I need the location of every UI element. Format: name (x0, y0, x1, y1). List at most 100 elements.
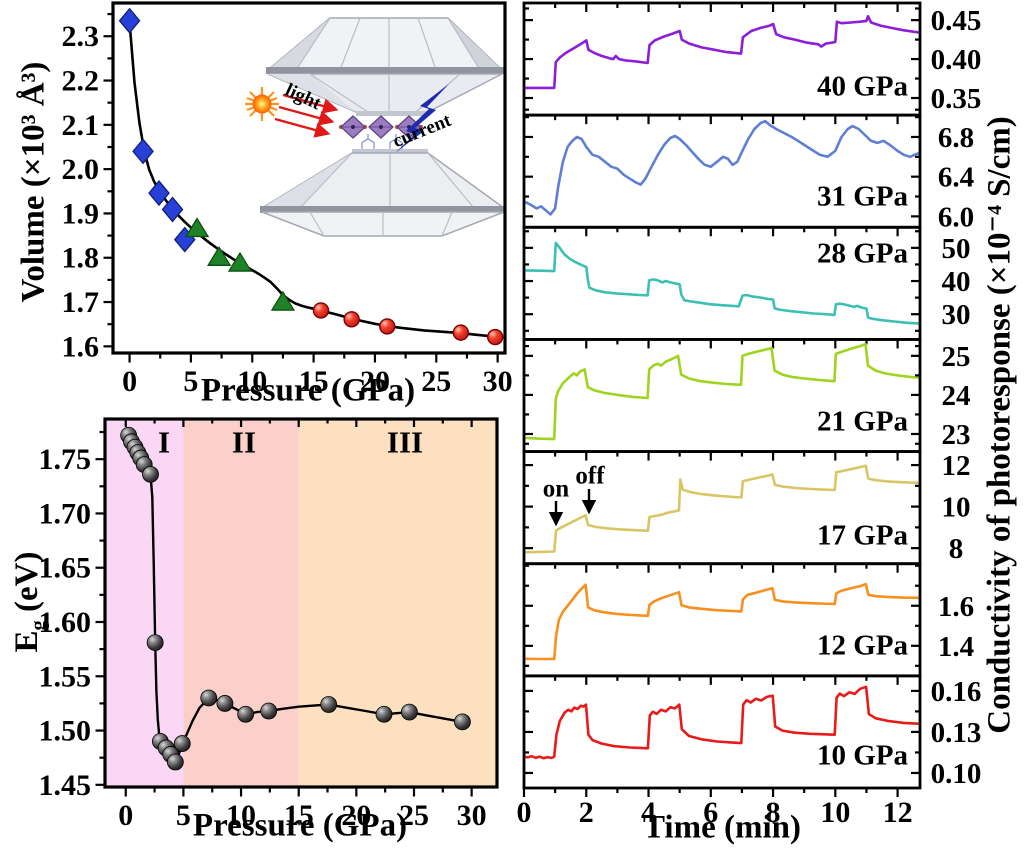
phase-region-2 (183, 419, 299, 787)
svg-text:6.8: 6.8 (938, 122, 974, 154)
phase-region-label-2: II (231, 424, 257, 460)
svg-text:1.9: 1.9 (62, 197, 100, 230)
volume-pressure-chart: 0 5 10 15 20 25 30 1.6 1.7 1.8 1.9 2.0 2.1 2.2 2.3 (62, 1, 512, 398)
svg-text:10: 10 (237, 365, 267, 398)
panel-21-gpa: 23 24 25 (522, 338, 971, 461)
svg-text:8: 8 (766, 796, 781, 829)
svg-text:30: 30 (457, 799, 487, 832)
svg-text:1.50: 1.50 (39, 715, 92, 748)
panel-12-gpa: 1.41.6 (522, 562, 974, 685)
light-off-label: off (575, 462, 605, 490)
photoresponse-curve (525, 14, 919, 90)
svg-text:0.35: 0.35 (931, 83, 982, 115)
svg-text:2.1: 2.1 (62, 109, 100, 142)
svg-text:4: 4 (641, 796, 656, 829)
svg-text:25: 25 (399, 799, 429, 832)
svg-text:20: 20 (341, 799, 371, 832)
pressure-axis-title-bottom: Pressure (GPa) (192, 807, 408, 844)
svg-text:1.6: 1.6 (938, 591, 974, 623)
svg-text:24: 24 (942, 380, 971, 412)
panel-label-21gpa: 21 GPa (816, 405, 908, 438)
sun-icon (245, 87, 279, 121)
phase-region-3 (298, 419, 497, 787)
svg-text:1.6: 1.6 (62, 330, 100, 363)
photoresponse-curve (525, 241, 919, 325)
svg-text:5: 5 (183, 365, 198, 398)
svg-text:23: 23 (942, 419, 971, 451)
svg-text:40: 40 (942, 266, 971, 298)
panel-17-gpa: 8 10 12 (522, 450, 971, 573)
svg-text:12: 12 (942, 450, 971, 482)
svg-text:2.2: 2.2 (62, 65, 100, 98)
svg-text:0: 0 (122, 365, 137, 398)
svg-text:2: 2 (579, 796, 594, 829)
photoresponse-curve (525, 119, 919, 216)
pressure-axis-title-top: Pressure (GPa) (200, 372, 416, 409)
svg-text:2.3: 2.3 (62, 20, 100, 53)
bandgap-pressure-chart: 0 5 10 15 20 25 30 1.45 1.50 1.55 1.60 1.65 1.70 1.75 (39, 417, 499, 832)
svg-text:0.13: 0.13 (931, 717, 982, 749)
svg-text:15: 15 (299, 365, 329, 398)
photoresponse-curve (525, 464, 919, 554)
bandgap-plot: 0 5 10 15 20 25 30 1.45 1.50 1.55 1.60 1.65 1.70 1.75 (39, 417, 499, 832)
svg-text:1.8: 1.8 (62, 242, 100, 275)
conductivity-axis-title: Conductivity of photoresponse (×10⁻⁴ S/c… (981, 116, 1018, 734)
svg-text:5: 5 (176, 799, 191, 832)
panel-label-12gpa: 12 GPa (816, 629, 908, 662)
time-axis-title: Time (min) (643, 809, 801, 846)
volume-axis-title: Volume (×10³ Å³) (15, 61, 52, 303)
bandgap-axis-title: Eg (eV) (8, 551, 50, 653)
svg-text:0.40: 0.40 (931, 44, 982, 76)
svg-text:10: 10 (820, 796, 850, 829)
light-arrows (274, 93, 339, 138)
bandgap-points (120, 426, 471, 771)
svg-text:2.0: 2.0 (62, 153, 100, 186)
svg-text:6: 6 (703, 796, 718, 829)
photoresponse-curve (525, 685, 919, 760)
panel-label-40gpa: 40 GPa (816, 70, 908, 103)
svg-text:1.60: 1.60 (39, 606, 92, 639)
panel-10-gpa: 0.10 0.13 0.16 (522, 674, 982, 797)
photoresponse-curve (525, 342, 919, 441)
upper-diamond-anvil (265, 17, 504, 116)
svg-text:1.65: 1.65 (39, 552, 92, 585)
svg-text:0: 0 (118, 799, 133, 832)
time-axis-labels: 0 2 4 6 8 10 12 (517, 796, 913, 829)
on-off-arrows (548, 489, 597, 527)
svg-text:30: 30 (483, 365, 512, 398)
svg-text:8: 8 (949, 533, 964, 565)
svg-text:6.0: 6.0 (938, 201, 974, 233)
svg-text:1.55: 1.55 (39, 660, 92, 693)
svg-text:0: 0 (517, 796, 532, 829)
svg-text:1.4: 1.4 (938, 631, 974, 663)
svg-text:25: 25 (942, 341, 971, 373)
svg-text:25: 25 (421, 365, 451, 398)
phase-region-label-3: III (386, 424, 424, 460)
panel-label-17gpa: 17 GPa (816, 519, 908, 552)
svg-text:6.4: 6.4 (938, 162, 974, 194)
svg-text:50: 50 (942, 233, 971, 265)
panel-40-gpa: 0.35 0.40 0.45 (522, 1, 982, 125)
volume-plot: 0 5 10 15 20 25 30 1.6 1.7 1.8 1.9 2.0 2.1 2.2 2.3 (62, 1, 512, 398)
svg-text:0.16: 0.16 (931, 676, 982, 708)
panel-label-31gpa: 31 GPa (816, 180, 908, 213)
svg-text:15: 15 (284, 799, 314, 832)
lower-diamond-anvil (259, 149, 507, 237)
svg-text:1.45: 1.45 (39, 769, 92, 802)
svg-text:1.70: 1.70 (39, 497, 92, 530)
phase-region-1 (105, 419, 184, 787)
svg-text:30: 30 (942, 299, 971, 331)
svg-text:0.45: 0.45 (931, 5, 982, 37)
phase-region-label-1: I (157, 424, 171, 460)
svg-text:10: 10 (942, 492, 971, 524)
svg-text:20: 20 (360, 365, 390, 398)
panel-label-10gpa: 10 GPa (816, 739, 908, 772)
series-circle (312, 302, 504, 346)
light-on-label: on (542, 475, 570, 503)
svg-text:1.7: 1.7 (62, 286, 100, 319)
photoresponse-time-panels: 0.350.400.456.06.46.8304050232425810121.… (517, 1, 982, 829)
panel-label-28gpa: 28 GPa (816, 237, 908, 270)
svg-text:12: 12 (883, 796, 913, 829)
svg-text:1.75: 1.75 (39, 443, 92, 476)
